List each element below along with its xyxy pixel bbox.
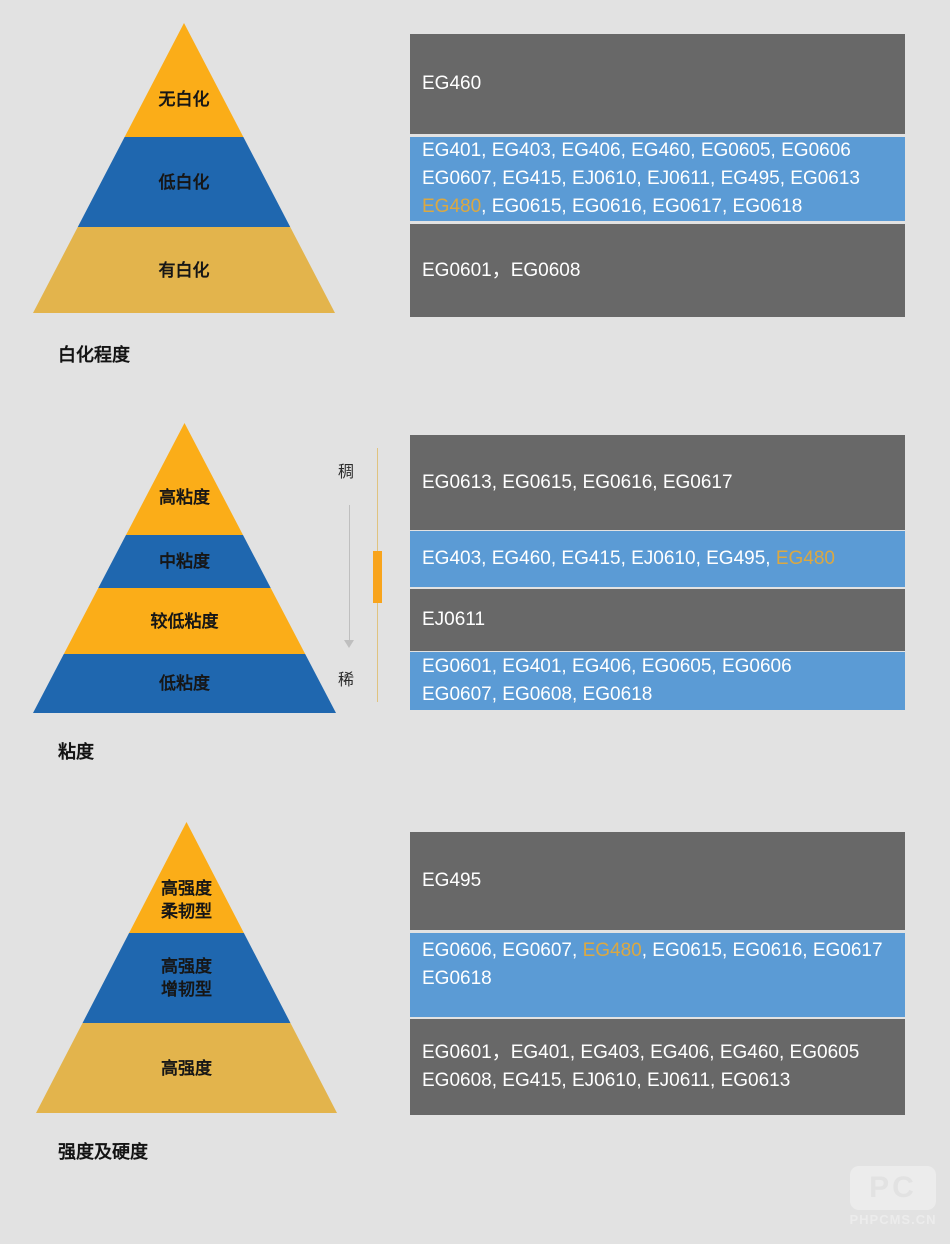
product-list-text: EG460 [422,73,482,94]
scale-label-thin: 稀 [338,672,355,689]
product-row: EG0601，EG401, EG403, EG406, EG460, EG060… [410,1019,905,1115]
pyramid-tier: 中粘度 [33,535,336,588]
section-title: 白化程度 [58,345,130,365]
pyramid-tier: 高强度 [36,1023,337,1113]
pyramid-tier: 高粘度 [33,423,336,535]
pyramid-tier: 有白化 [33,227,335,313]
product-list-line: EG460 [422,70,905,98]
arrow-down-icon [344,640,354,648]
pyramid-tier: 较低粘度 [33,588,336,654]
tier-label: 中粘度 [159,552,210,571]
tier-label: 无白化 [158,90,210,109]
tier-label: 有白化 [158,260,210,280]
product-list-line: EG403, EG460, EG415, EJ0610, EG495, EG48… [422,545,905,573]
product-row: EG401, EG403, EG406, EG460, EG0605, EG06… [410,137,905,221]
product-list-text: EG0607, EG415, EJ0610, EJ0611, EG495, EG… [422,168,861,189]
product-list-text: EG0606, EG0607, [422,940,583,961]
product-list-text: , EG0615, EG0616, EG0617, EG0618 [481,196,803,217]
product-row: EG0606, EG0607, EG480, EG0615, EG0616, E… [410,933,905,1017]
pyramid-tier: 低白化 [33,137,335,227]
product-list-line: EJ0611 [422,606,905,634]
section-title: 粘度 [58,742,94,762]
watermark: PC PHPCMS.CN [843,1166,943,1227]
tier-label: 增韧型 [161,980,212,999]
tier-label: 高强度 [161,957,212,976]
product-list-text: EG0601，EG401, EG403, EG406, EG460, EG060… [422,1042,860,1063]
product-list-line: EG0601, EG401, EG406, EG0605, EG0606 [422,653,905,681]
product-list-text: EG495 [422,870,482,891]
tier-label: 较低粘度 [150,611,219,631]
product-row: EG0601，EG0608 [410,224,905,317]
highlighted-product-eg480: EG480 [775,548,835,569]
phpcms-logo-icon: PC [850,1166,936,1210]
product-row: EG460 [410,34,905,134]
product-list-line: EG480, EG0615, EG0616, EG0617, EG0618 [422,193,905,221]
pyramid-tier: 高强度 柔韧型 [36,822,337,933]
pyramid-tier: 高强度 增韧型 [36,933,337,1023]
pyramid-tier: 低粘度 [33,654,336,713]
product-row: EG495 [410,832,905,930]
product-row: EG403, EG460, EG415, EJ0610, EG495, EG48… [410,531,905,587]
product-list-line: EG0606, EG0607, EG480, EG0615, EG0616, E… [422,937,905,965]
product-row: EG0601, EG401, EG406, EG0605, EG0606 EG06… [410,652,905,710]
product-list-line: EG0601，EG401, EG403, EG406, EG460, EG060… [422,1039,905,1067]
product-list-text: EG0618 [422,968,492,989]
product-list-text: EG0613, EG0615, EG0616, EG0617 [422,471,733,493]
product-list-text: EJ0611 [422,609,486,630]
pyramid-whitening: 无白化 低白化 有白化 [33,23,335,313]
pyramid-tier: 无白化 [33,23,335,137]
product-list-line: EG401, EG403, EG406, EG460, EG0605, EG06… [422,137,905,165]
pyramid-viscosity: 高粘度中粘度较低粘度低粘度 [33,423,336,713]
product-list-line: EG0608, EG415, EJ0610, EJ0611, EG0613 [422,1067,905,1095]
product-row: EJ0611 [410,589,905,651]
highlighted-product-eg480: EG480 [422,196,482,217]
product-list-text: EG0601，EG0608 [422,259,581,281]
tier-label: 高强度 [161,879,212,898]
watermark-text: PHPCMS.CN [849,1212,937,1227]
product-row: EG0613, EG0615, EG0616, EG0617 [410,435,905,530]
product-list-line: EG0601，EG0608 [422,257,905,285]
viscosity-indicator-bar [373,551,382,603]
section-title: 强度及硬度 [58,1142,148,1162]
scale-arrow-line [349,505,350,640]
product-list-text: EG0607, EG0608, EG0618 [422,684,653,705]
tier-label: 柔韧型 [161,902,212,921]
product-list-text: EG401, EG403, EG406, EG460, EG0605, EG06… [422,140,851,161]
product-list-text: EG0608, EG415, EJ0610, EJ0611, EG0613 [422,1070,791,1091]
product-list-text: , EG0615, EG0616, EG0617 [641,940,883,961]
scale-label-thick: 稠 [338,464,355,481]
product-list-text: EG0601, EG401, EG406, EG0605, EG0606 [422,656,792,677]
product-list-line: EG0607, EG415, EJ0610, EJ0611, EG495, EG… [422,165,905,193]
product-list-line: EG0607, EG0608, EG0618 [422,681,905,709]
tier-label: 低粘度 [159,674,210,693]
pyramid-strength: 高强度 柔韧型 高强度 增韧型 高强度 [36,822,337,1113]
product-list-line: EG0613, EG0615, EG0616, EG0617 [422,469,905,497]
highlighted-product-eg480: EG480 [582,940,642,961]
product-list-line: EG495 [422,867,905,895]
product-list-line: EG0618 [422,965,905,993]
tier-label: 高强度 [161,1058,212,1078]
product-list-text: EG403, EG460, EG415, EJ0610, EG495, [422,548,776,569]
tier-label: 低白化 [158,172,210,192]
tier-label: 高粘度 [159,488,210,507]
